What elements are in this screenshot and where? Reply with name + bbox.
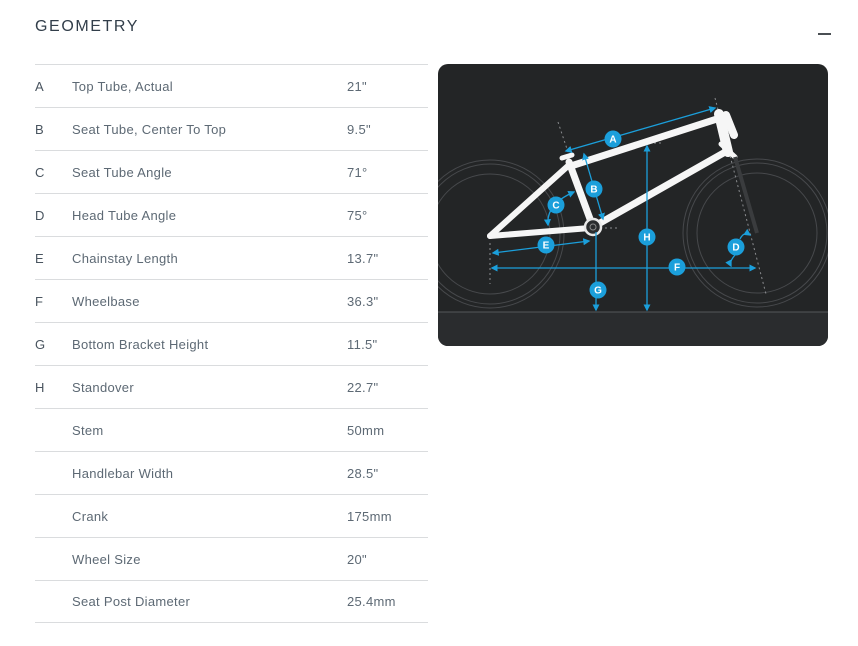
collapse-section-button[interactable] [814, 22, 834, 38]
row-label: Head Tube Angle [72, 207, 177, 223]
svg-text:C: C [552, 201, 559, 212]
row-value: 175mm [347, 508, 392, 524]
table-row: Wheel Size 20" [35, 537, 428, 580]
svg-text:G: G [594, 286, 602, 297]
row-value: 9.5" [347, 121, 371, 137]
table-row: A Top Tube, Actual 21" [35, 64, 428, 107]
row-label: Seat Tube, Center To Top [72, 121, 227, 137]
row-label: Chainstay Length [72, 250, 178, 266]
table-row: D Head Tube Angle 75° [35, 193, 428, 236]
row-label: Bottom Bracket Height [72, 336, 209, 352]
table-row: Stem 50mm [35, 408, 428, 451]
marker-g: G [589, 281, 607, 299]
marker-h: H [638, 228, 656, 246]
row-label: Wheelbase [72, 293, 140, 309]
table-row: F Wheelbase 36.3" [35, 279, 428, 322]
marker-b: B [585, 180, 603, 198]
row-label: Seat Tube Angle [72, 164, 172, 180]
table-row: B Seat Tube, Center To Top 9.5" [35, 107, 428, 150]
bottom-bracket-axle [589, 223, 597, 231]
table-row: E Chainstay Length 13.7" [35, 236, 428, 279]
bottom-bracket [583, 217, 603, 237]
front-wheel [682, 158, 828, 308]
table-row: Crank 175mm [35, 494, 428, 537]
bike-geometry-diagram: A B C D E F G [438, 64, 828, 346]
geometry-table: A Top Tube, Actual 21" B Seat Tube, Cent… [35, 64, 428, 623]
row-label: Top Tube, Actual [72, 78, 173, 94]
marker-e: E [537, 236, 555, 254]
svg-text:D: D [732, 243, 739, 254]
table-row: H Standover 22.7" [35, 365, 428, 408]
marker-f: F [668, 258, 686, 276]
row-letter: H [35, 379, 45, 395]
svg-text:B: B [590, 185, 597, 196]
row-letter: E [35, 250, 44, 266]
bike-diagram-svg: A B C D E F G [438, 97, 828, 346]
row-value: 75° [347, 207, 368, 223]
row-letter: F [35, 293, 44, 309]
row-letter: D [35, 207, 45, 223]
row-value: 11.5" [347, 336, 378, 352]
row-letter: G [35, 336, 46, 352]
row-value: 22.7" [347, 379, 379, 395]
row-value: 36.3" [347, 293, 379, 309]
row-letter: A [35, 78, 44, 94]
row-value: 20" [347, 551, 367, 567]
table-row: Seat Post Diameter 25.4mm [35, 580, 428, 623]
svg-text:H: H [643, 233, 650, 244]
row-letter: C [35, 164, 45, 180]
marker-c: C [547, 196, 565, 214]
svg-text:F: F [674, 263, 680, 274]
marker-d: D [727, 238, 745, 256]
row-label: Wheel Size [72, 551, 141, 567]
svg-text:E: E [543, 241, 550, 252]
row-value: 28.5" [347, 465, 379, 481]
table-row: Handlebar Width 28.5" [35, 451, 428, 494]
table-row: G Bottom Bracket Height 11.5" [35, 322, 428, 365]
row-label: Seat Post Diameter [72, 594, 191, 609]
row-label: Standover [72, 379, 134, 395]
table-row: C Seat Tube Angle 71° [35, 150, 428, 193]
svg-text:A: A [609, 135, 616, 146]
row-value: 21" [347, 78, 367, 94]
row-value: 50mm [347, 422, 385, 438]
row-label: Handlebar Width [72, 465, 174, 481]
marker-a: A [604, 130, 622, 148]
row-value: 71° [347, 164, 368, 180]
ground-area [438, 312, 828, 346]
row-label: Stem [72, 422, 104, 438]
row-value: 25.4mm [347, 594, 396, 609]
page-title: GEOMETRY [35, 18, 140, 35]
row-letter: B [35, 121, 44, 137]
minus-icon [817, 32, 831, 35]
row-label: Crank [72, 508, 109, 524]
fork-blade [733, 156, 759, 234]
row-value: 13.7" [347, 250, 379, 266]
